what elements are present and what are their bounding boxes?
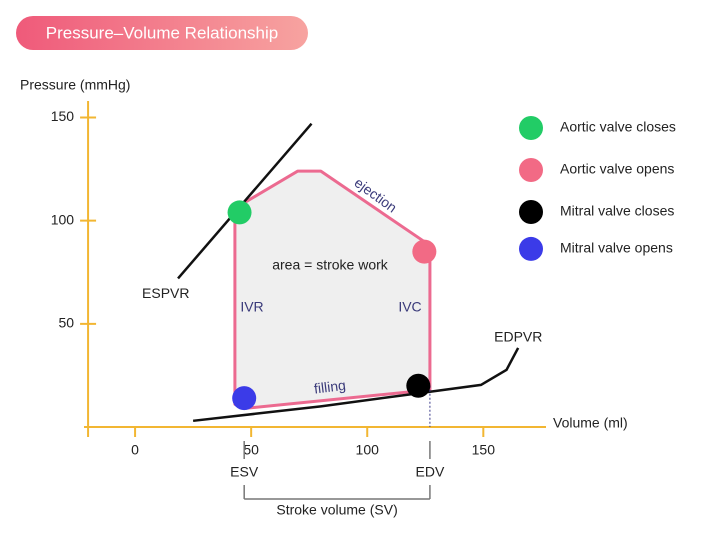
chart-title: Pressure–Volume Relationship (46, 23, 278, 42)
sv-label: Stroke volume (SV) (276, 502, 397, 518)
pv-loop (233, 169, 432, 410)
annotation: IVC (398, 299, 421, 315)
y-tick-label: 100 (51, 211, 75, 227)
x-axis-label: Volume (ml) (553, 415, 628, 431)
legend-label: Mitral valve opens (560, 240, 673, 256)
legend-label: Aortic valve opens (560, 161, 674, 177)
annotation: filling (313, 377, 347, 397)
legend-marker (519, 236, 543, 261)
edpvr-line (192, 347, 520, 423)
y-axis-label: Pressure (mmHg) (20, 77, 130, 93)
x-tick-label: 100 (356, 442, 380, 458)
legend-marker (519, 116, 543, 140)
x-tick-label: 150 (472, 442, 496, 458)
edv-label: EDV (416, 464, 445, 480)
esv-label: ESV (230, 464, 259, 480)
valve-point (232, 386, 257, 411)
valve-point (412, 239, 437, 264)
x-tick-label: 0 (131, 442, 139, 458)
title-pill (16, 16, 308, 50)
legend-marker (519, 158, 543, 182)
legend-label: Mitral valve closes (560, 203, 674, 219)
y-tick-label: 150 (51, 108, 75, 124)
valve-point (227, 200, 252, 225)
x-tick-label: 50 (243, 442, 259, 458)
legend-marker (519, 200, 543, 224)
espvr-label: ESPVR (142, 285, 189, 301)
annotation: IVR (240, 299, 263, 315)
valve-point (406, 373, 431, 398)
espvr-line (177, 122, 313, 280)
legend-label: Aortic valve closes (560, 119, 676, 135)
y-tick-label: 50 (58, 315, 74, 331)
edpvr-label: EDPVR (494, 329, 542, 345)
annotation: area = stroke work (272, 257, 389, 273)
